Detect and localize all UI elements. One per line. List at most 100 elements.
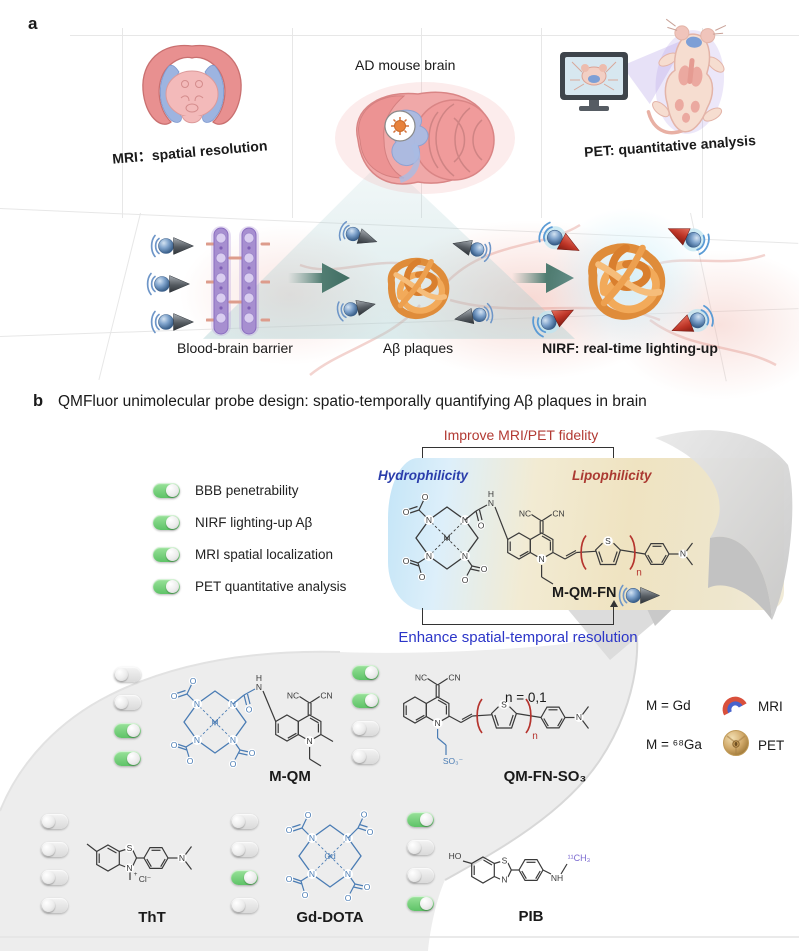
ad-brain-caption: AD mouse brain	[355, 57, 456, 73]
feature-label: MRI spatial localization	[195, 547, 334, 562]
ad-mouse-brain-illustration	[335, 82, 515, 194]
toggle-switch[interactable]	[41, 898, 68, 913]
up-arrow-icon	[609, 600, 618, 607]
toggle-switch[interactable]	[41, 814, 68, 829]
toggle-knob	[166, 484, 179, 497]
toggle-switch[interactable]	[407, 840, 434, 855]
m-qm-structure: M O N H	[169, 673, 334, 770]
legend-pet-modality: PET	[758, 738, 785, 753]
bbb-caption: Blood-brain barrier	[177, 340, 293, 356]
toggle-switch[interactable]	[407, 868, 434, 883]
toggle-switch[interactable]	[114, 723, 141, 738]
toggle-knob	[232, 843, 245, 856]
to	[42, 815, 55, 828]
panel-b-label: b	[33, 392, 44, 410]
tht-structure: S N + N Cl⁻	[86, 843, 192, 884]
bbb-illustration	[206, 226, 270, 336]
atom-o: O	[367, 827, 374, 837]
pib-structure: HO S N NH ¹¹CH₃	[449, 851, 591, 885]
toggle-knob	[115, 696, 128, 709]
lipophilicity-label: Lipophilicity	[572, 468, 652, 483]
toggle-knob	[365, 666, 378, 679]
toggle-switch[interactable]	[352, 749, 379, 764]
toggle-switch[interactable]	[352, 721, 379, 736]
atom-o: O	[361, 810, 368, 820]
toggle-knob	[353, 722, 366, 735]
panel-b: b QMFluor unimolecular probe design: spa…	[0, 381, 799, 951]
enhance-label: Enhance spatial-temporal resolution	[398, 629, 638, 646]
feature-row: BBB penetrability	[153, 483, 299, 498]
toggle-knob	[232, 815, 245, 828]
toggle-switch[interactable]	[231, 842, 258, 857]
feature-label: NIRF lighting-up Aβ	[195, 515, 313, 530]
probe-icon	[618, 583, 662, 608]
background-swoosh	[0, 592, 799, 951]
atom-h: H	[256, 673, 262, 683]
toggle-switch[interactable]	[352, 665, 379, 680]
toggle-knob	[420, 897, 433, 910]
toggle-knob	[127, 724, 140, 737]
toggle-knob	[127, 752, 140, 765]
atom-n: N	[126, 863, 132, 873]
panel-a: a MRI：spatial resolution AD mouse brain	[0, 0, 799, 400]
toggle-switch[interactable]	[114, 667, 141, 682]
toggle-switch[interactable]	[231, 870, 258, 885]
toggle-switch[interactable]	[231, 814, 258, 829]
c11-methyl-label: ¹¹CH₃	[568, 853, 591, 863]
n-note: n = 0,1	[505, 690, 547, 705]
improve-bracket-left	[422, 447, 423, 461]
panel-a-label: a	[28, 14, 38, 33]
gd-dota-structure: Gd O O	[284, 809, 375, 904]
ho-label: HO	[449, 851, 462, 861]
m-qm-label: M-QM	[269, 768, 311, 785]
toggle-knob	[42, 843, 55, 856]
toggle-switch[interactable]	[231, 898, 258, 913]
monitor-icon	[560, 52, 628, 111]
toggle-knob	[353, 750, 366, 763]
atom-o: O	[246, 705, 253, 715]
probe-icon	[150, 233, 196, 259]
nh-label: NH	[551, 873, 563, 883]
improve-bracket	[422, 447, 614, 448]
page-curl	[655, 430, 793, 620]
toggle-switch[interactable]	[41, 842, 68, 857]
toggle-knob	[232, 899, 245, 912]
toggle-switch[interactable]	[153, 547, 180, 562]
pet-sphere-icon	[723, 730, 749, 756]
toggle-switch[interactable]	[41, 870, 68, 885]
toggle-switch[interactable]	[114, 695, 141, 710]
toggle-switch[interactable]	[153, 579, 180, 594]
feature-row: PET quantitative analysis	[153, 579, 346, 594]
toggle-knob	[408, 841, 421, 854]
atom-h: H	[488, 489, 494, 499]
toggle-knob	[420, 813, 433, 826]
toggle-switch[interactable]	[352, 693, 379, 708]
toggle-knob	[166, 516, 179, 529]
feature-row: NIRF lighting-up Aβ	[153, 515, 312, 530]
ab-caption: Aβ plaques	[382, 340, 454, 356]
atom-n: N	[179, 853, 185, 863]
toggle-knob	[408, 869, 421, 882]
arrow-icon	[288, 260, 352, 296]
m-qm-toggles	[114, 667, 141, 766]
toggle-knob	[166, 548, 179, 561]
toggle-switch[interactable]	[153, 515, 180, 530]
atom-s: S	[502, 856, 508, 866]
metal-label: M	[443, 533, 451, 543]
atom-s: S	[127, 843, 133, 853]
toggle-switch[interactable]	[407, 812, 434, 827]
gd-dota-label: Gd-DOTA	[296, 909, 364, 926]
toggle-switch[interactable]	[153, 483, 180, 498]
toggle-knob	[42, 871, 55, 884]
enhance-bracket-left	[422, 608, 423, 624]
feature-label: PET quantitative analysis	[195, 579, 347, 594]
gd-dota-toggles	[231, 814, 258, 913]
toggle-switch[interactable]	[407, 896, 434, 911]
tht-label: ThT	[138, 909, 166, 926]
enhance-bracket	[422, 624, 614, 625]
chloride-label: Cl⁻	[139, 874, 152, 884]
toggle-switch[interactable]	[114, 751, 141, 766]
toggle-knob	[166, 580, 179, 593]
toggle-knob	[115, 668, 128, 681]
